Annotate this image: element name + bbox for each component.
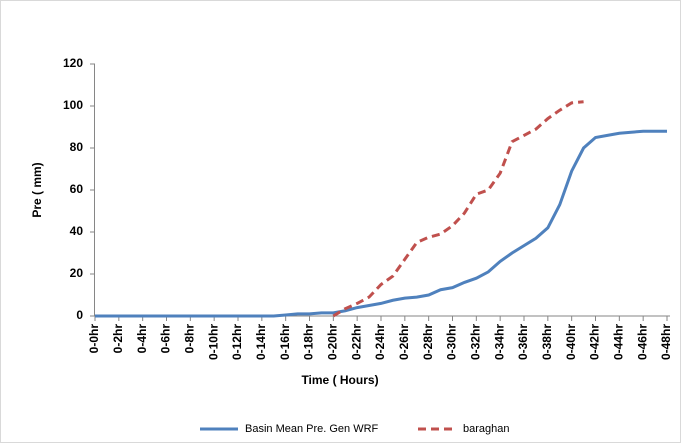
x-tick-label: 0-4hr <box>135 324 149 354</box>
x-tick-label: 0-44hr <box>612 324 626 360</box>
legend-label: Basin Mean Pre. Gen WRF <box>245 423 379 435</box>
x-tick-label: 0-12hr <box>230 324 244 360</box>
x-tick-label: 0-18hr <box>302 324 316 360</box>
x-tick-label: 0-20hr <box>326 324 340 360</box>
y-tick-label: 100 <box>63 98 83 112</box>
x-tick-label: 0-28hr <box>421 324 435 360</box>
x-tick-label: 0-34hr <box>492 324 506 360</box>
x-tick-label: 0-26hr <box>397 324 411 360</box>
x-tick-label: 0-42hr <box>588 324 602 360</box>
y-tick-label: 40 <box>70 224 84 238</box>
y-tick-label: 20 <box>70 266 84 280</box>
series-line <box>95 129 667 318</box>
x-tick-label: 0-48hr <box>659 324 673 360</box>
x-tick-label: 0-6hr <box>159 324 173 354</box>
x-tick-label: 0-22hr <box>349 324 363 360</box>
x-tick-label: 0-32hr <box>469 324 483 360</box>
x-tick-label: 0-2hr <box>111 324 125 354</box>
x-tick-label: 0-10hr <box>206 324 220 360</box>
y-tick-label: 60 <box>70 182 84 196</box>
x-tick-label: 0-46hr <box>635 324 649 360</box>
y-tick-label: 120 <box>63 56 83 70</box>
x-tick-label: 0-24hr <box>373 324 387 360</box>
legend-label: baraghan <box>463 423 510 435</box>
x-tick-label: 0-40hr <box>564 324 578 360</box>
series-line <box>332 100 584 318</box>
x-tick-label: 0-14hr <box>254 324 268 360</box>
x-tick-label: 0-38hr <box>540 324 554 360</box>
x-tick-label: 0-8hr <box>183 324 197 354</box>
x-tick-label: 0-0hr <box>87 324 101 354</box>
y-axis-label: Pre ( mm) <box>30 162 44 217</box>
x-tick-label: 0-36hr <box>516 324 530 360</box>
x-tick-label: 0-16hr <box>278 324 292 360</box>
y-tick-label: 80 <box>70 140 84 154</box>
y-tick-label: 0 <box>76 308 83 322</box>
x-axis-label: Time ( Hours) <box>301 373 378 387</box>
x-tick-label: 0-30hr <box>445 324 459 360</box>
